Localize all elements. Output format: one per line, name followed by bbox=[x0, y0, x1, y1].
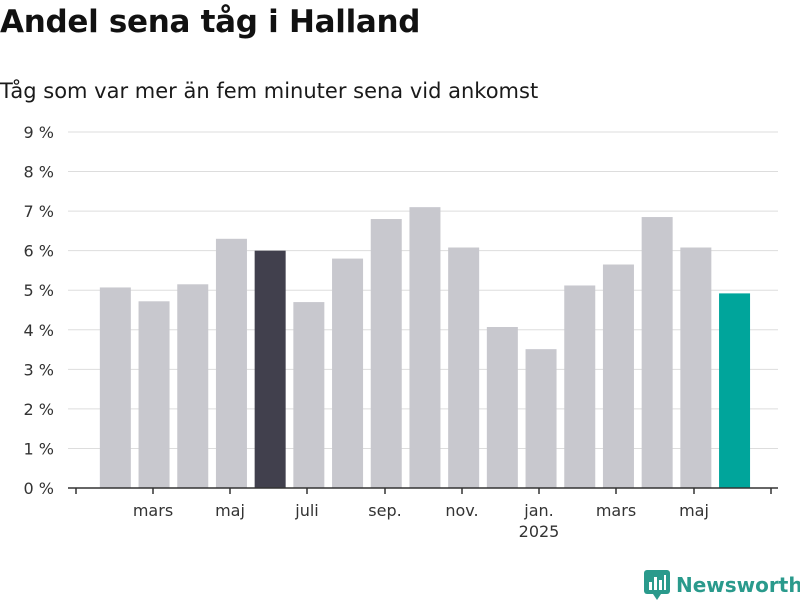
x-tick-label: maj bbox=[215, 501, 245, 520]
bar bbox=[370, 219, 402, 488]
bar bbox=[99, 287, 131, 488]
bar bbox=[486, 327, 518, 488]
newsworthy-logo: Newsworthy bbox=[644, 570, 800, 600]
x-year-label: 2025 bbox=[519, 522, 560, 541]
bar bbox=[680, 247, 712, 488]
x-tick-label: nov. bbox=[445, 501, 478, 520]
x-tick-label: sep. bbox=[368, 501, 401, 520]
bar bbox=[602, 264, 634, 488]
bar bbox=[293, 302, 325, 488]
bar bbox=[254, 250, 286, 488]
y-tick-label: 3 % bbox=[24, 360, 54, 379]
y-tick-label: 2 % bbox=[24, 400, 54, 419]
y-tick-label: 0 % bbox=[24, 479, 54, 498]
bar bbox=[177, 284, 209, 488]
newsworthy-logo-icon bbox=[644, 570, 670, 600]
y-tick-label: 9 % bbox=[24, 123, 54, 142]
bar bbox=[564, 285, 596, 488]
bar bbox=[215, 238, 247, 488]
y-tick-label: 6 % bbox=[24, 242, 54, 261]
x-tick-label: maj bbox=[679, 501, 709, 520]
y-tick-label: 1 % bbox=[24, 439, 54, 458]
bar bbox=[719, 293, 751, 488]
y-tick-label: 8 % bbox=[24, 163, 54, 182]
y-tick-label: 4 % bbox=[24, 321, 54, 340]
x-tick-label: mars bbox=[596, 501, 636, 520]
x-tick-label: jan. bbox=[523, 501, 553, 520]
bar bbox=[409, 207, 441, 488]
y-tick-label: 7 % bbox=[24, 202, 54, 221]
x-tick-label: juli bbox=[294, 501, 318, 520]
chart-title: Andel sena tåg i Halland bbox=[0, 4, 421, 40]
brand-name: Newsworthy bbox=[676, 573, 800, 597]
x-tick-label: mars bbox=[133, 501, 173, 520]
bar bbox=[641, 217, 673, 489]
bar bbox=[138, 301, 170, 488]
bar-chart: 0 % 1 % 2 % 3 % 4 % 5 % 6 % 7 % 8 % 9 % mars maj jul… bbox=[24, 123, 778, 541]
bar bbox=[448, 247, 480, 488]
y-tick-label: 5 % bbox=[24, 281, 54, 300]
chart-subtitle: Tåg som var mer än fem minuter sena vid … bbox=[0, 79, 539, 103]
bar bbox=[332, 258, 364, 488]
bar bbox=[525, 349, 557, 488]
